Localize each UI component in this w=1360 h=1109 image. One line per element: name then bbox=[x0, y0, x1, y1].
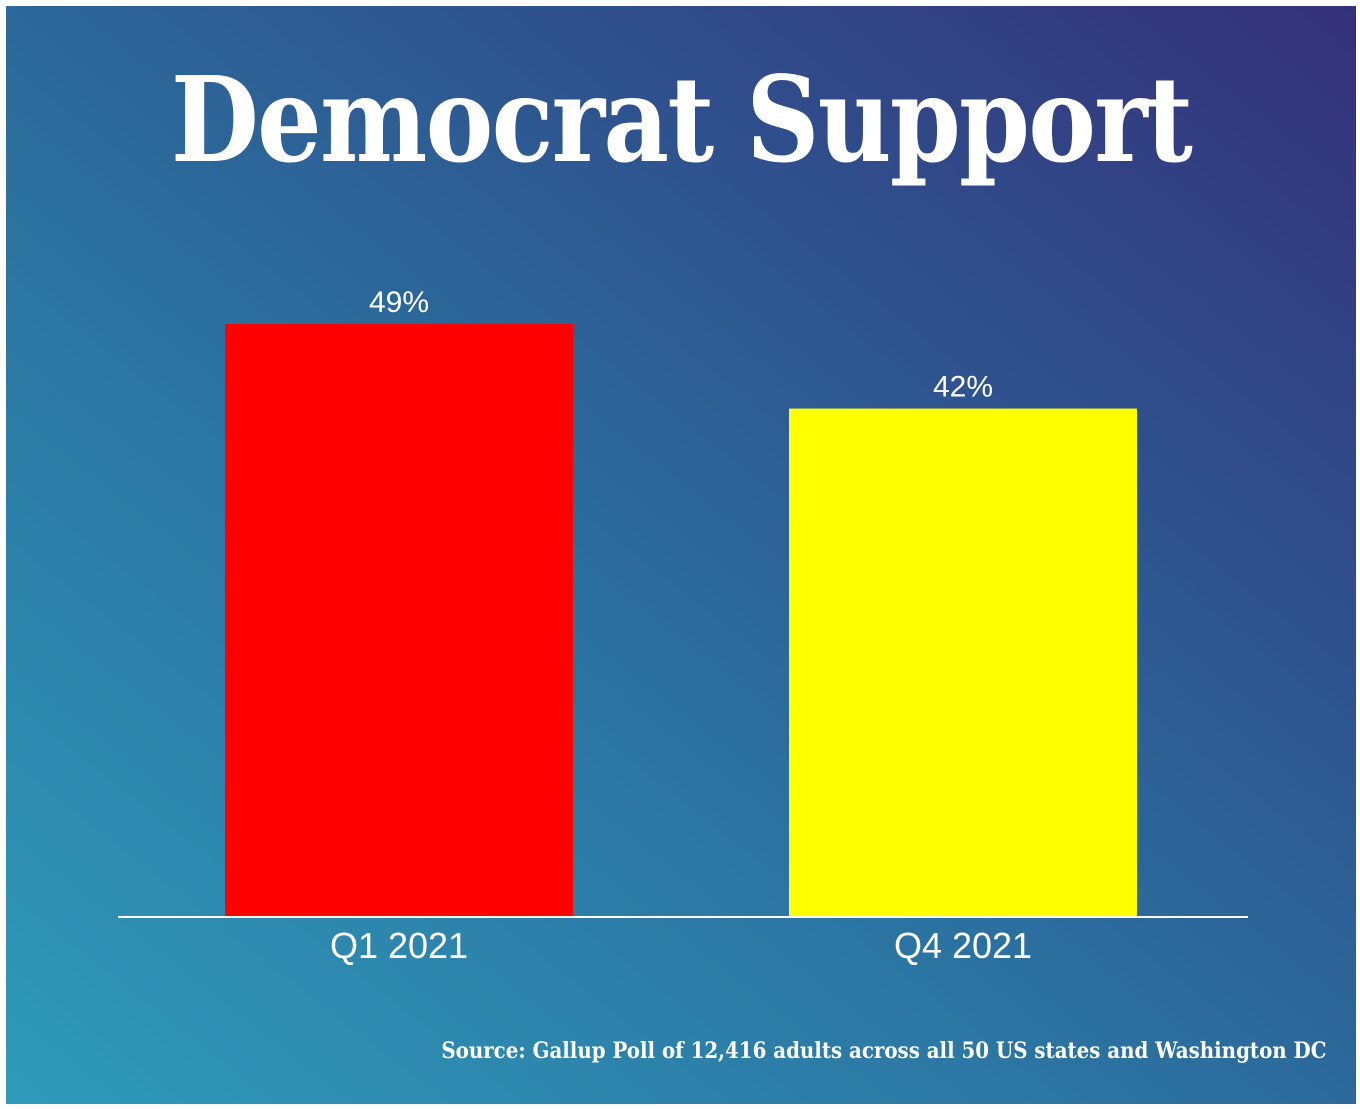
chart-title: Democrat Support bbox=[170, 50, 1193, 189]
value-label-1: 49% bbox=[369, 286, 429, 319]
bar-chart: 49% Q1 2021 42% Q4 2021 bbox=[118, 286, 1248, 966]
category-label-1: Q1 2021 bbox=[330, 925, 468, 966]
bar-2 bbox=[789, 408, 1137, 916]
source-note: Source: Gallup Poll of 12,416 adults acr… bbox=[440, 1038, 1326, 1064]
category-label-2: Q4 2021 bbox=[894, 925, 1032, 966]
chart-frame: Democrat Support 49% Q1 2021 42% Q4 2021 So… bbox=[6, 6, 1356, 1104]
value-label-2: 42% bbox=[933, 371, 993, 404]
bar-1 bbox=[225, 324, 573, 916]
